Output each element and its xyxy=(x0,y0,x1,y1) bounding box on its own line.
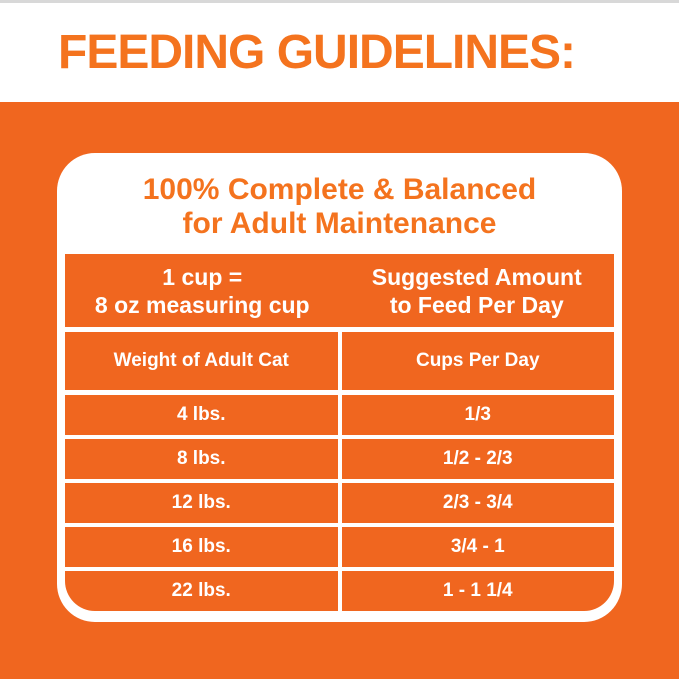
table-row: 16 lbs. 3/4 - 1 xyxy=(65,527,614,567)
table-row: 4 lbs. 1/3 xyxy=(65,395,614,435)
suggested-amount-line1: Suggested Amount xyxy=(371,263,582,290)
cups-cell: 2/3 - 3/4 xyxy=(341,483,614,523)
cups-cell: 1/2 - 2/3 xyxy=(341,439,614,479)
card-heading-line2: for Adult Maintenance xyxy=(182,206,497,240)
page-title: FEEDING GUIDELINES: xyxy=(58,26,576,79)
cups-cell: 3/4 - 1 xyxy=(341,527,614,567)
cups-cell: 1 - 1 1/4 xyxy=(341,571,614,611)
measuring-info-band: 1 cup = 8 oz measuring cup Suggested Amo… xyxy=(65,254,614,327)
suggested-amount-label: Suggested Amount to Feed Per Day xyxy=(339,254,614,327)
table-row: 12 lbs. 2/3 - 3/4 xyxy=(65,483,614,523)
cup-definition-line2: 8 oz measuring cup xyxy=(94,291,310,318)
weight-cell: 12 lbs. xyxy=(65,483,338,523)
orange-background: 100% Complete & Balanced for Adult Maint… xyxy=(0,102,679,679)
cups-cell: 1/3 xyxy=(341,395,614,435)
cup-definition: 1 cup = 8 oz measuring cup xyxy=(65,254,340,327)
column-header-cups: Cups Per Day xyxy=(341,332,614,390)
weight-cell: 16 lbs. xyxy=(65,527,338,567)
table-row: 8 lbs. 1/2 - 2/3 xyxy=(65,439,614,479)
weight-cell: 8 lbs. xyxy=(65,439,338,479)
title-band: FEEDING GUIDELINES: xyxy=(0,3,679,102)
weight-cell: 4 lbs. xyxy=(65,395,338,435)
suggested-amount-line2: to Feed Per Day xyxy=(389,291,564,318)
card-heading-line1: 100% Complete & Balanced xyxy=(142,172,537,206)
card-heading: 100% Complete & Balanced for Adult Maint… xyxy=(65,153,614,254)
cup-definition-line1: 1 cup = xyxy=(162,263,243,290)
table-header-row: Weight of Adult Cat Cups Per Day xyxy=(65,332,614,390)
guidelines-card: 100% Complete & Balanced for Adult Maint… xyxy=(57,153,622,622)
top-edge-line xyxy=(0,0,679,3)
weight-cell: 22 lbs. xyxy=(65,571,338,611)
table-row: 22 lbs. 1 - 1 1/4 xyxy=(65,571,614,611)
column-header-weight: Weight of Adult Cat xyxy=(65,332,338,390)
